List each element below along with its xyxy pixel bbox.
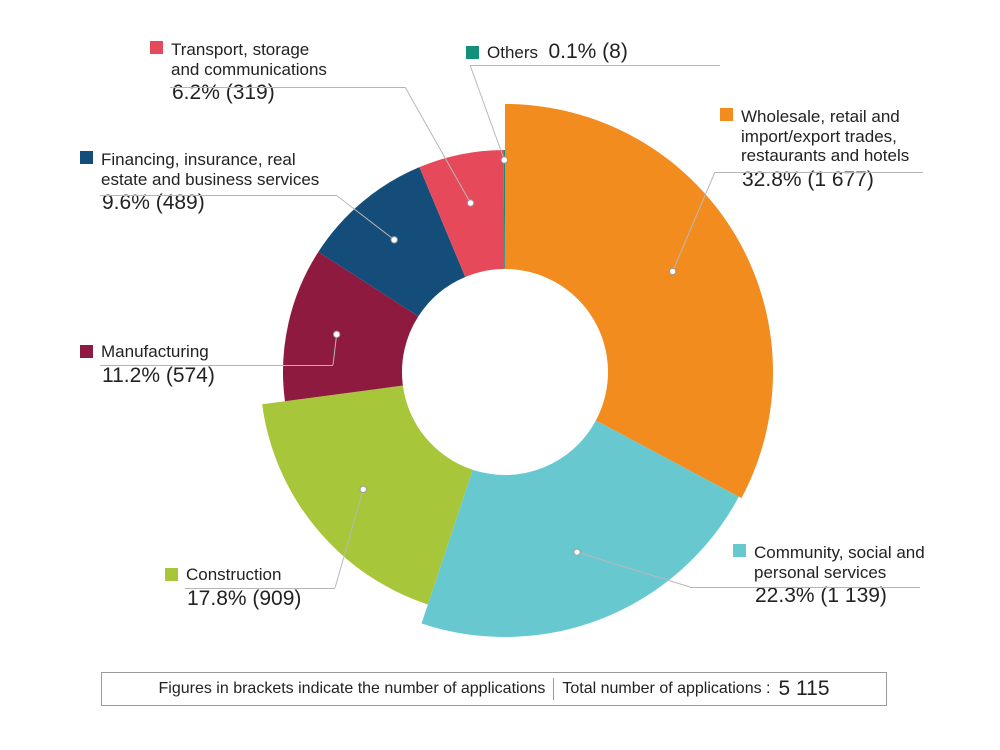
rule-community — [690, 587, 920, 588]
label-name-financing-1: Financing, insurance, real — [101, 150, 296, 169]
label-construction: Construction 17.8% (909) — [165, 565, 301, 612]
leader-line-community — [576, 551, 691, 588]
leader-dot-community — [573, 548, 581, 556]
leader-dot-others — [500, 156, 509, 164]
label-financing: Financing, insurance, real estate and bu… — [80, 150, 319, 215]
label-value-transport: 6.2% (319) — [172, 81, 275, 105]
footer-note-box: Figures in brackets indicate the number … — [101, 672, 887, 706]
label-manufacturing: Manufacturing 11.2% (574) — [80, 342, 215, 389]
label-name-community-1: Community, social and — [754, 543, 925, 562]
footer-total-value: 5 115 — [778, 677, 830, 700]
label-wholesale: Wholesale, retail and import/export trad… — [720, 107, 909, 192]
footer-separator — [553, 678, 555, 700]
legend-swatch-financing — [80, 151, 93, 164]
slice-manufacturing — [283, 251, 419, 402]
label-value-others: 0.1% (8) — [548, 40, 628, 63]
leader-line-transport — [404, 86, 471, 204]
legend-swatch-manufacturing — [80, 345, 93, 358]
footer-note: Figures in brackets indicate the number … — [158, 680, 546, 697]
footer-total-label: Total number of applications : — [562, 680, 771, 697]
label-name-wholesale-3: restaurants and hotels — [741, 146, 910, 166]
leader-dot-financing — [390, 236, 398, 244]
rule-wholesale — [715, 172, 923, 173]
leader-line-construction — [334, 489, 364, 589]
rule-manufacturing — [100, 365, 333, 366]
rule-transport — [170, 87, 405, 88]
rule-financing — [100, 195, 336, 196]
label-name-financing-2: estate and business services — [101, 169, 320, 189]
label-name-transport-1: Transport, storage — [171, 40, 310, 59]
slice-wholesale — [505, 104, 773, 499]
label-name-wholesale-1: Wholesale, retail and — [741, 107, 900, 126]
label-name-others: Others — [487, 43, 539, 62]
leader-line-manufacturing — [332, 334, 338, 366]
legend-swatch-construction — [165, 568, 178, 581]
leader-dot-construction — [359, 485, 367, 493]
label-name-community-2: personal services — [754, 562, 887, 582]
slice-community — [421, 420, 739, 637]
leader-dot-wholesale — [668, 267, 677, 276]
rule-construction — [185, 588, 335, 589]
slice-others — [503, 150, 505, 270]
label-value-financing: 9.6% (489) — [102, 191, 205, 215]
legend-swatch-wholesale — [720, 108, 733, 121]
leader-line-financing — [335, 194, 395, 241]
label-transport: Transport, storage and communications 6.… — [150, 40, 327, 105]
legend-swatch-transport — [150, 41, 163, 54]
label-name-wholesale-2: import/export trades, — [741, 126, 897, 146]
leader-line-wholesale — [672, 171, 716, 272]
label-value-wholesale: 32.8% (1 677) — [742, 167, 874, 191]
leader-dot-transport — [466, 199, 475, 207]
label-name-construction: Construction — [186, 565, 282, 584]
leader-line-others — [469, 64, 505, 161]
label-name-manufacturing: Manufacturing — [101, 342, 209, 361]
leader-dot-manufacturing — [332, 330, 341, 339]
slice-transport — [419, 150, 505, 277]
legend-swatch-community — [733, 544, 746, 557]
label-community: Community, social and personal services … — [733, 543, 925, 608]
legend-swatch-others — [466, 46, 479, 59]
label-value-manufacturing: 11.2% (574) — [102, 364, 215, 388]
slice-construction — [262, 385, 473, 605]
label-value-community: 22.3% (1 139) — [755, 584, 887, 608]
label-value-construction: 17.8% (909) — [187, 587, 302, 611]
label-name-transport-2: and communications — [171, 59, 327, 79]
rule-others — [470, 65, 720, 66]
label-others: Others 0.1% (8) — [466, 40, 628, 64]
